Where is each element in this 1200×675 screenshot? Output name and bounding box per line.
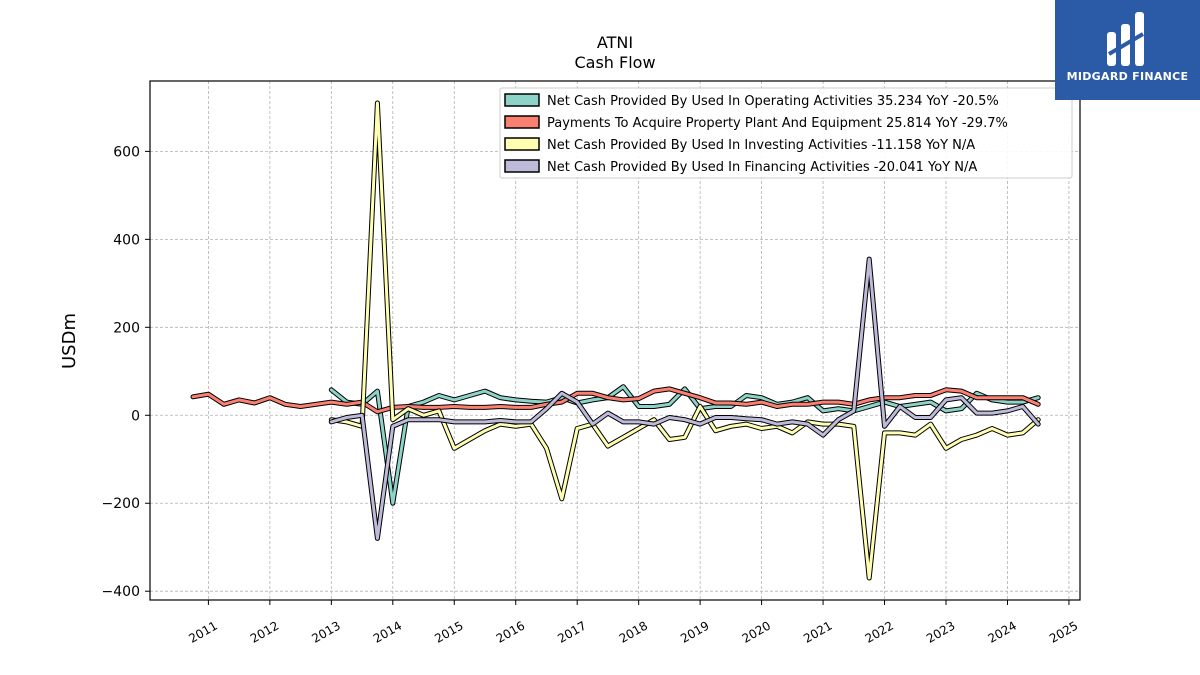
legend-label: Payments To Acquire Property Plant And E… [547, 116, 1008, 131]
legend-label: Net Cash Provided By Used In Financing A… [547, 160, 977, 175]
legend: Net Cash Provided By Used In Operating A… [499, 87, 1073, 179]
legend-swatch [504, 137, 540, 151]
x-tick-label: 2023 [924, 618, 957, 645]
x-tick-label: 2019 [678, 618, 711, 645]
x-tick-label: 2012 [248, 618, 281, 645]
y-axis-label: USDm [59, 313, 80, 369]
logo-mark-icon [1107, 12, 1145, 66]
chart-title: ATNI [597, 33, 633, 52]
chart-subtitle: Cash Flow [574, 53, 655, 72]
legend-swatch [504, 115, 540, 129]
logo-text: MIDGARD FINANCE [1066, 70, 1189, 83]
legend-swatch [504, 93, 540, 107]
y-tick-label: 400 [113, 232, 140, 248]
x-tick-label: 2014 [371, 618, 404, 645]
legend-label: Net Cash Provided By Used In Investing A… [547, 138, 975, 153]
x-tick-label: 2017 [555, 618, 588, 645]
x-tick-label: 2022 [863, 618, 896, 645]
plot-frame [149, 80, 1081, 601]
y-axis: 600 400 200 0 −200 −400 [102, 144, 150, 600]
x-tick-label: 2018 [617, 618, 650, 645]
y-tick-label: 0 [131, 408, 140, 424]
series-1-line [191, 387, 1040, 414]
x-tick-label: 2021 [801, 618, 834, 645]
x-axis: 2011 2012 2013 2014 2015 2016 2017 2018 2019 2020… [186, 600, 1080, 646]
y-tick-label: 600 [113, 144, 140, 160]
x-tick-label: 2016 [494, 618, 527, 645]
series-2-line [329, 101, 1040, 580]
legend-label: Net Cash Provided By Used In Operating A… [547, 94, 999, 109]
x-tick-label: 2025 [1047, 618, 1080, 645]
x-tick-label: 2011 [186, 618, 219, 645]
legend-box [499, 87, 1073, 179]
x-tick-label: 2020 [740, 618, 773, 645]
y-tick-label: 200 [113, 320, 140, 336]
plot-area [190, 100, 1041, 581]
midgard-finance-logo: MIDGARD FINANCE [1055, 0, 1200, 100]
y-tick-label: −400 [102, 584, 140, 600]
series-3-line [329, 257, 1040, 540]
legend-swatch [504, 159, 540, 173]
y-tick-label: −200 [102, 496, 140, 512]
x-tick-label: 2013 [309, 618, 342, 645]
x-tick-label: 2015 [432, 618, 465, 645]
x-tick-label: 2024 [986, 618, 1019, 645]
series-0-line [329, 385, 1040, 505]
